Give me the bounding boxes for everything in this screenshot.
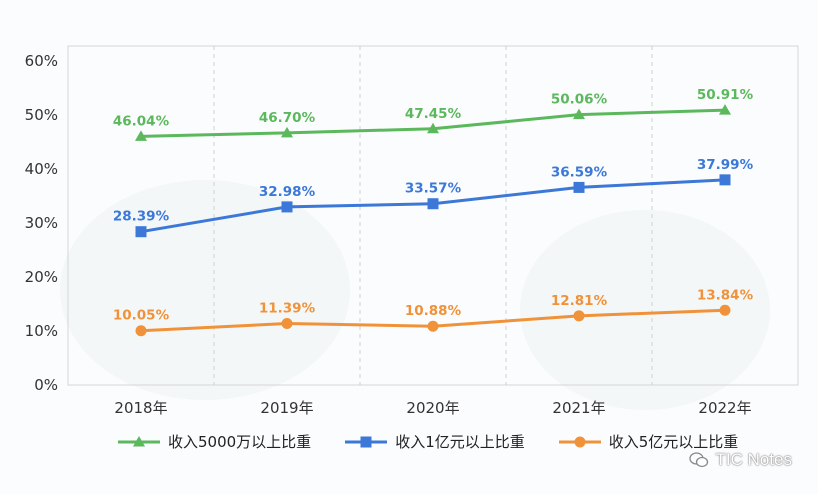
legend-swatch xyxy=(118,435,160,446)
legend-marker xyxy=(574,436,586,447)
data-point xyxy=(281,317,293,329)
legend-item: 收入1亿元以上比重 xyxy=(345,431,525,452)
y-tick-label: 40% xyxy=(25,160,58,178)
y-tick-label: 30% xyxy=(25,214,58,232)
data-point xyxy=(281,126,293,138)
y-tick-label: 20% xyxy=(25,268,58,286)
data-point xyxy=(427,198,439,210)
legend-marker xyxy=(133,435,145,446)
legend-marker xyxy=(360,436,372,447)
series-3: 10.05% 11.39% 10.88% 12.81% 13.84% xyxy=(113,287,754,337)
y-tick-label: 10% xyxy=(25,322,58,340)
data-label: 28.39% xyxy=(113,209,170,225)
series-2: 28.39% 32.98% 33.57% 36.59% 37.99% xyxy=(113,157,754,238)
data-label: 50.91% xyxy=(697,87,754,103)
background-wash xyxy=(60,180,350,400)
grid xyxy=(67,45,799,386)
y-axis: 0% 10% 20% 30% 40% 50% 60% xyxy=(25,52,58,394)
legend-item: 收入5000万以上比重 xyxy=(118,431,311,452)
data-label: 11.39% xyxy=(259,300,316,316)
series-group: 46.04% 46.70% 47.45% 50.06% 50.91% 28.39% 32.9… xyxy=(113,87,754,337)
wechat-icon xyxy=(689,452,709,468)
x-tick-label: 2022年 xyxy=(698,399,751,417)
legend-swatch xyxy=(558,436,601,447)
data-label: 46.70% xyxy=(259,110,316,126)
data-label: 50.06% xyxy=(551,92,608,108)
data-point xyxy=(135,130,147,141)
legend: 收入5000万以上比重 收入1亿元以上比重 收入5亿元以上比重 xyxy=(118,431,738,452)
data-point xyxy=(427,122,439,134)
x-axis: 2018年 2019年 2020年 2021年 2022年 xyxy=(114,399,751,417)
data-label: 32.98% xyxy=(259,184,316,200)
data-point xyxy=(135,226,147,238)
data-label: 37.99% xyxy=(697,157,754,173)
data-point xyxy=(719,304,731,316)
y-tick-label: 50% xyxy=(25,106,58,124)
data-point xyxy=(573,181,585,193)
series-1: 46.04% 46.70% 47.45% 50.06% 50.91% xyxy=(113,87,754,141)
data-point xyxy=(427,320,439,332)
data-label: 47.45% xyxy=(405,106,462,122)
data-point xyxy=(573,108,585,120)
data-label: 12.81% xyxy=(551,293,608,309)
data-point xyxy=(281,201,293,213)
legend-item: 收入5亿元以上比重 xyxy=(558,431,739,452)
plot-frame xyxy=(67,45,799,386)
data-point xyxy=(135,325,147,337)
data-label: 36.59% xyxy=(551,164,608,180)
watermark-text: TIC Notes xyxy=(715,450,792,469)
data-label: 13.84% xyxy=(697,287,754,303)
data-label: 10.05% xyxy=(113,308,170,324)
x-tick-label: 2021年 xyxy=(552,399,605,417)
watermark: TIC Notes xyxy=(689,450,792,470)
data-label: 33.57% xyxy=(405,181,462,197)
data-point xyxy=(719,174,731,186)
y-tick-label: 60% xyxy=(25,52,58,70)
data-label: 10.88% xyxy=(405,303,462,319)
data-point xyxy=(573,310,585,322)
data-point xyxy=(719,104,731,115)
data-label: 46.04% xyxy=(113,113,170,129)
legend-label: 收入1亿元以上比重 xyxy=(395,433,525,451)
legend-swatch xyxy=(345,436,388,447)
legend-label: 收入5000万以上比重 xyxy=(168,433,312,451)
x-tick-label: 2018年 xyxy=(114,399,167,417)
legend-label: 收入5亿元以上比重 xyxy=(608,433,739,451)
x-tick-label: 2019年 xyxy=(260,399,313,417)
x-tick-label: 2020年 xyxy=(406,399,459,417)
y-tick-label: 0% xyxy=(34,376,58,394)
